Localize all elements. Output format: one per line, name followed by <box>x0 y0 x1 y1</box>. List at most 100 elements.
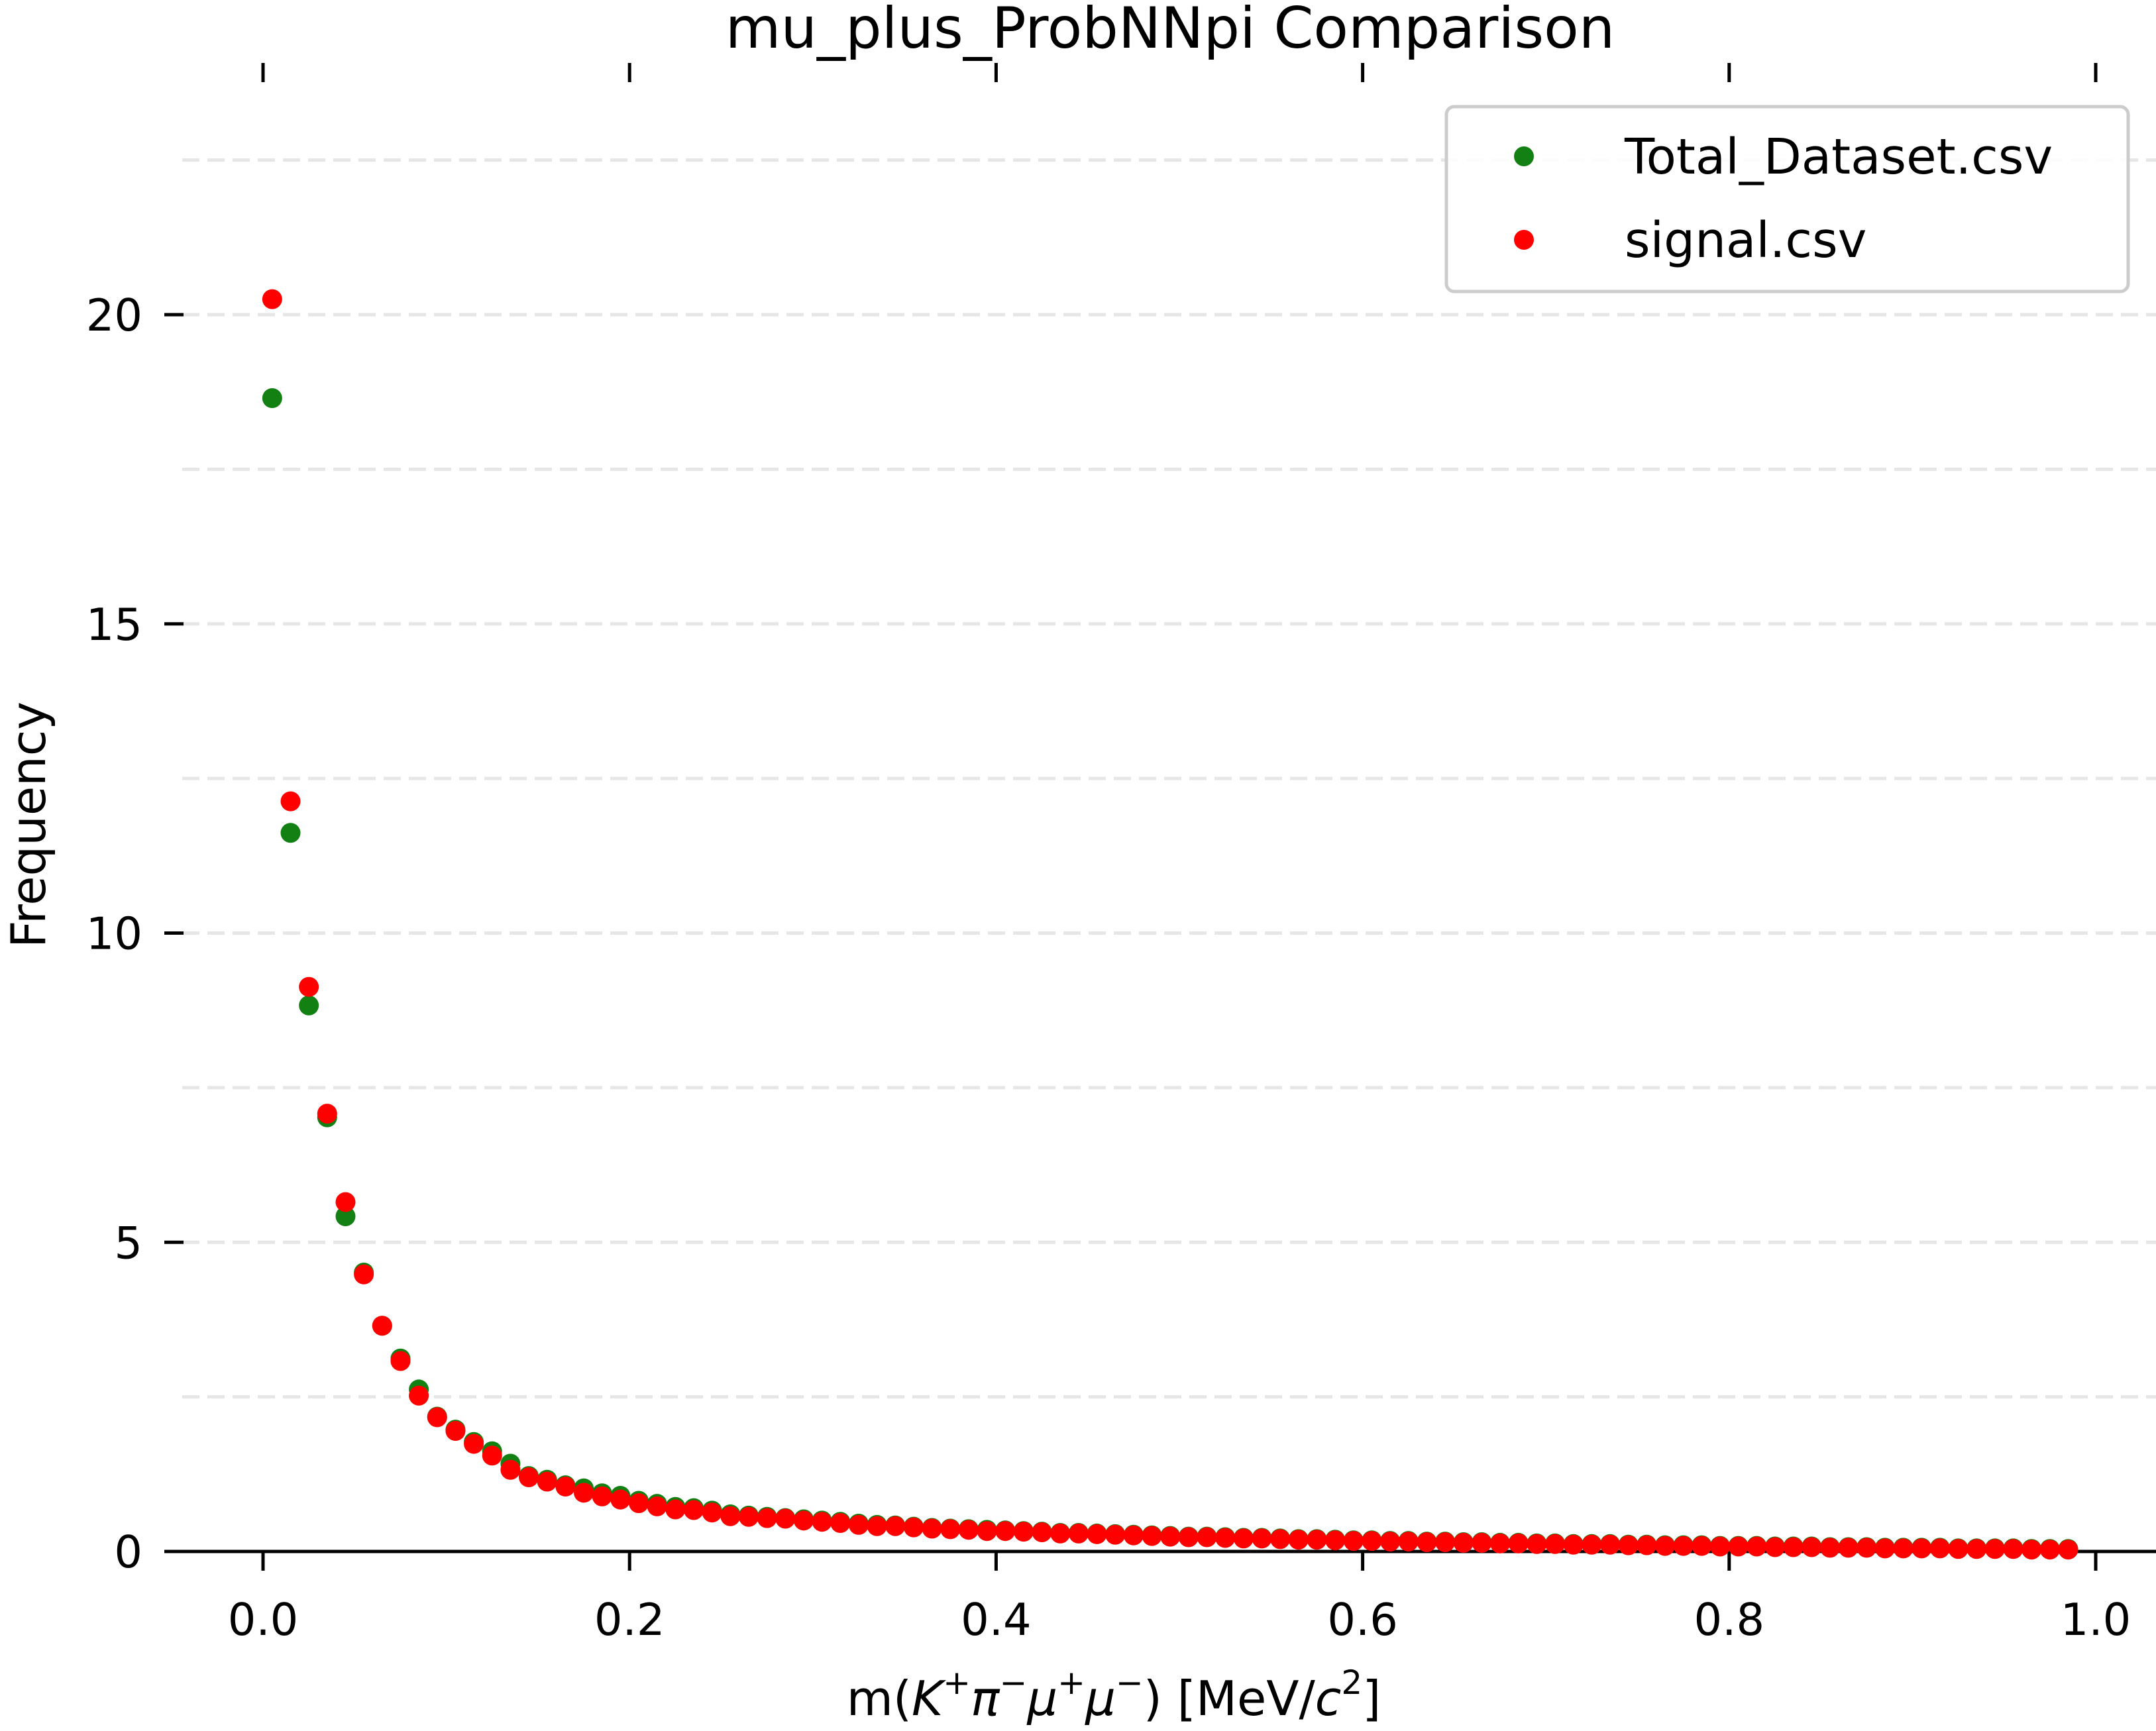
data-point <box>372 1316 392 1336</box>
y-axis: 0 5 10 15 20 <box>86 289 184 1578</box>
data-point <box>1178 1527 1199 1547</box>
xlabel-k: K <box>912 1671 946 1726</box>
xlabel-pi-sup: − <box>999 1663 1027 1702</box>
x-axis: 0.0 0.2 0.4 0.6 0.8 1.0 <box>166 1549 2156 1646</box>
data-point <box>922 1518 942 1539</box>
data-point <box>940 1519 961 1540</box>
data-point <box>610 1489 631 1510</box>
data-point <box>629 1493 649 1514</box>
data-point <box>482 1445 502 1466</box>
data-point <box>757 1508 777 1528</box>
data-point <box>1380 1532 1401 1552</box>
xlabel-c-sup: 2 <box>1341 1663 1362 1702</box>
data-point <box>1508 1533 1529 1553</box>
xlabel-suffix: ] <box>1362 1671 1381 1726</box>
x-tick-label: 0.2 <box>594 1594 665 1646</box>
data-point <box>1673 1536 1694 1556</box>
x-tick-label: 0.6 <box>1327 1594 1398 1646</box>
data-point <box>1123 1525 1144 1546</box>
data-point <box>1215 1528 1236 1548</box>
grid-lines <box>182 158 2156 1399</box>
data-point <box>1435 1532 1456 1552</box>
data-point <box>867 1516 887 1536</box>
data-point <box>958 1520 979 1540</box>
data-point <box>299 976 319 997</box>
data-point <box>977 1521 997 1542</box>
data-point <box>299 995 319 1016</box>
data-point <box>1068 1523 1089 1544</box>
data-point <box>280 823 301 843</box>
data-point <box>1563 1534 1584 1555</box>
data-point <box>1472 1532 1492 1553</box>
data-point <box>903 1517 924 1538</box>
data-point <box>1582 1534 1602 1555</box>
data-point <box>1728 1536 1749 1557</box>
data-point <box>1197 1527 1217 1547</box>
data-point <box>1252 1528 1272 1549</box>
data-point <box>1307 1530 1327 1550</box>
data-points <box>262 289 2078 1560</box>
data-point <box>1032 1522 1052 1543</box>
x-ticks: 0.0 0.2 0.4 0.6 0.8 1.0 <box>228 1551 2131 1646</box>
data-point <box>2003 1539 2023 1559</box>
data-point <box>1270 1529 1291 1549</box>
data-point <box>500 1459 521 1480</box>
data-point <box>1912 1538 1932 1559</box>
y-tick-label: 20 <box>86 289 142 341</box>
data-point <box>1819 1538 1840 1558</box>
data-point <box>684 1500 704 1520</box>
data-point <box>995 1521 1016 1542</box>
data-point <box>317 1104 337 1124</box>
y-ticks: 0 5 10 15 20 <box>86 289 184 1578</box>
data-point <box>1967 1539 1987 1559</box>
data-point <box>1637 1535 1657 1555</box>
data-point <box>2058 1540 2078 1560</box>
data-point <box>1490 1533 1511 1553</box>
data-point <box>2039 1540 2060 1560</box>
legend-entries: Total_Dataset.csv signal.csv <box>1514 129 2053 269</box>
data-point <box>1747 1536 1767 1557</box>
series-signal <box>262 289 2078 1560</box>
data-point <box>335 1206 356 1227</box>
y-tick-label: 0 <box>114 1526 142 1578</box>
data-point <box>1453 1532 1474 1553</box>
data-point <box>1802 1537 1822 1557</box>
y-tick-label: 5 <box>114 1217 142 1269</box>
data-point <box>665 1499 686 1520</box>
legend: Total_Dataset.csv signal.csv <box>1444 105 2130 293</box>
x-tick-label: 1.0 <box>2061 1594 2131 1646</box>
data-point <box>555 1476 576 1496</box>
data-point <box>1618 1535 1639 1555</box>
legend-label: Total_Dataset.csv <box>1624 129 2053 185</box>
data-point <box>1050 1523 1071 1544</box>
data-point <box>1600 1534 1621 1555</box>
data-point <box>427 1407 447 1428</box>
data-point <box>1545 1534 1566 1554</box>
data-point <box>262 388 282 409</box>
data-point <box>574 1483 594 1503</box>
data-point <box>1105 1524 1126 1545</box>
data-point <box>1417 1532 1437 1552</box>
legend-box <box>1444 105 2130 293</box>
xlabel-pi: π <box>971 1671 1000 1726</box>
chart-title: mu_plus_ProbNNpi Comparison <box>726 0 1615 62</box>
data-point <box>1692 1536 1712 1556</box>
data-point <box>2021 1540 2042 1560</box>
data-point <box>1013 1522 1034 1542</box>
legend-label: signal.csv <box>1625 212 1866 269</box>
data-point <box>793 1510 814 1531</box>
data-point <box>775 1508 796 1529</box>
data-point <box>262 289 282 309</box>
data-point <box>720 1506 741 1526</box>
xlabel-mu1-sup: + <box>1057 1663 1085 1702</box>
data-point <box>1948 1539 1968 1559</box>
data-point <box>1874 1538 1895 1559</box>
data-point <box>464 1434 484 1454</box>
data-point <box>885 1516 906 1536</box>
x-axis-label: m(K+π−μ+μ−) [MeV/c2] <box>847 1663 1381 1726</box>
data-point <box>1160 1526 1181 1547</box>
data-point <box>1838 1538 1859 1558</box>
data-point <box>1929 1538 1950 1559</box>
data-point <box>1142 1526 1162 1546</box>
data-point <box>702 1502 722 1523</box>
